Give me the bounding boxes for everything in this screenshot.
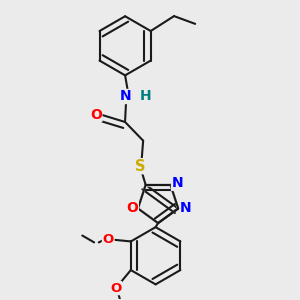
Text: O: O (90, 107, 102, 122)
Text: S: S (135, 159, 145, 174)
Text: O: O (126, 202, 138, 215)
Text: O: O (110, 282, 122, 295)
Text: O: O (103, 233, 114, 246)
Text: N: N (120, 89, 132, 103)
Text: H: H (140, 89, 152, 103)
Text: N: N (172, 176, 183, 190)
Text: N: N (180, 202, 192, 215)
